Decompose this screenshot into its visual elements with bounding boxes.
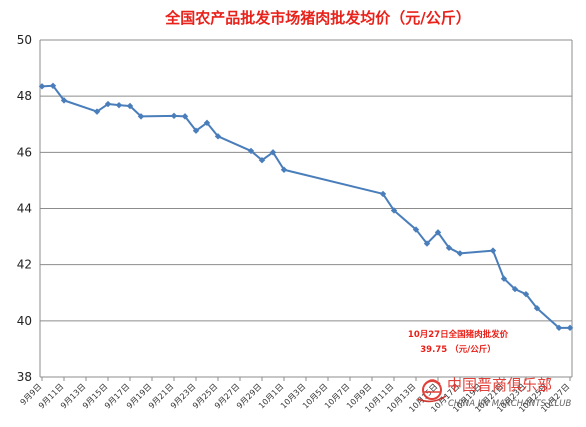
axes bbox=[39, 40, 573, 381]
data-point bbox=[522, 290, 530, 298]
data-point bbox=[566, 324, 574, 332]
watermark-cn: 中国晋商俱乐部 bbox=[447, 376, 552, 394]
annotation-line2: 39.75 （元/公斤） bbox=[420, 344, 495, 355]
data-point bbox=[456, 250, 464, 257]
data-point bbox=[38, 83, 46, 90]
data-point bbox=[379, 190, 387, 198]
watermark-logo-icon bbox=[417, 379, 447, 403]
y-tick-label: 46 bbox=[17, 145, 32, 159]
data-point bbox=[280, 166, 288, 173]
data-point bbox=[269, 149, 277, 156]
data-point bbox=[412, 226, 420, 233]
data-point bbox=[192, 127, 200, 134]
data-point bbox=[555, 324, 563, 332]
gridlines bbox=[40, 39, 572, 378]
data-point bbox=[104, 100, 112, 108]
data-point bbox=[500, 275, 508, 282]
data-point bbox=[511, 285, 519, 293]
series-line bbox=[41, 84, 570, 329]
y-tick-label: 40 bbox=[17, 314, 32, 328]
data-point bbox=[423, 240, 431, 247]
data-point bbox=[49, 82, 57, 89]
annotation-line1: 10月27日全国猪肉批发价 bbox=[408, 329, 509, 340]
y-tick-labels: 38 40 42 44 46 48 50 bbox=[17, 33, 32, 384]
y-tick-label: 48 bbox=[17, 89, 32, 103]
data-point bbox=[445, 244, 453, 252]
chart-title: 全国农产品批发市场猪肉批发均价（元/公斤） bbox=[164, 9, 470, 27]
data-point bbox=[258, 156, 266, 164]
data-point bbox=[434, 229, 442, 236]
y-tick-label: 50 bbox=[17, 33, 32, 47]
data-point bbox=[93, 108, 101, 115]
data-point bbox=[203, 119, 211, 127]
y-tick-label: 44 bbox=[17, 202, 32, 216]
data-point bbox=[390, 207, 398, 214]
data-point bbox=[60, 97, 68, 104]
data-point bbox=[137, 113, 145, 120]
data-point bbox=[126, 102, 134, 110]
y-tick-label: 38 bbox=[17, 370, 32, 384]
data-point bbox=[247, 147, 255, 155]
data-point bbox=[170, 112, 178, 120]
data-point bbox=[214, 133, 222, 140]
series-pork-price bbox=[38, 82, 574, 332]
watermark-en: CHINA JIN MARCHANTS CLUB bbox=[448, 399, 572, 409]
data-point bbox=[181, 113, 189, 120]
data-point bbox=[489, 247, 497, 254]
watermark: 中国晋商俱乐部 CHINA JIN MARCHANTS CLUB bbox=[417, 376, 572, 409]
y-tick-label: 42 bbox=[17, 258, 32, 272]
data-point bbox=[115, 101, 123, 109]
data-point bbox=[533, 304, 541, 312]
